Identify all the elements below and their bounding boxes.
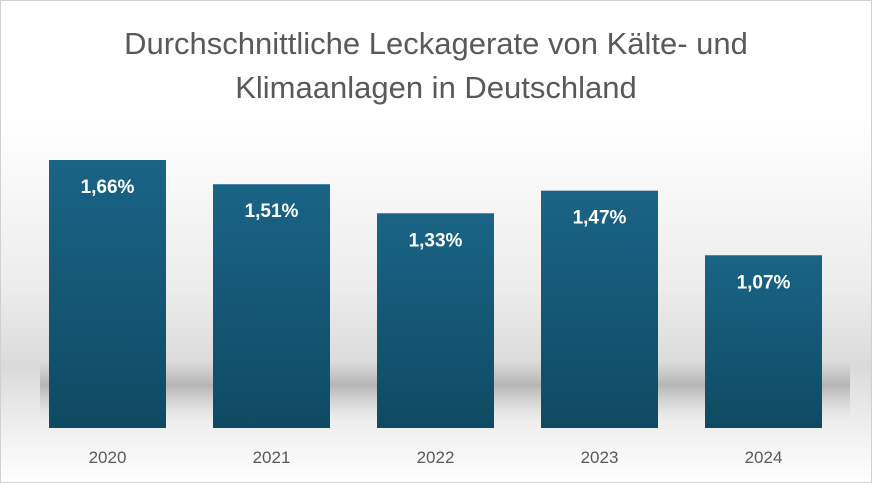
bar-2024 xyxy=(705,255,822,428)
bar-2022 xyxy=(377,213,494,428)
data-label-2023: 1,47% xyxy=(573,208,627,229)
x-tick-label-2020: 2020 xyxy=(89,448,127,467)
chart-title-line-2: Klimaanlagen in Deutschland xyxy=(235,70,637,105)
x-tick-label-2022: 2022 xyxy=(417,448,455,467)
x-tick-label-2021: 2021 xyxy=(253,448,291,467)
x-tick-label-2024: 2024 xyxy=(745,448,783,467)
bar-2020 xyxy=(49,160,166,428)
data-label-2021: 1,51% xyxy=(245,201,299,222)
data-label-2022: 1,33% xyxy=(409,230,463,251)
chart-title: Durchschnittliche Leckagerate von Kälte-… xyxy=(0,22,872,110)
chart-title-line-1: Durchschnittliche Leckagerate von Kälte-… xyxy=(124,26,748,61)
bar-2021 xyxy=(213,184,330,428)
bar-2023 xyxy=(541,190,658,428)
data-label-2020: 1,66% xyxy=(81,177,135,198)
x-tick-label-2023: 2023 xyxy=(581,448,619,467)
data-label-2024: 1,07% xyxy=(737,272,791,293)
